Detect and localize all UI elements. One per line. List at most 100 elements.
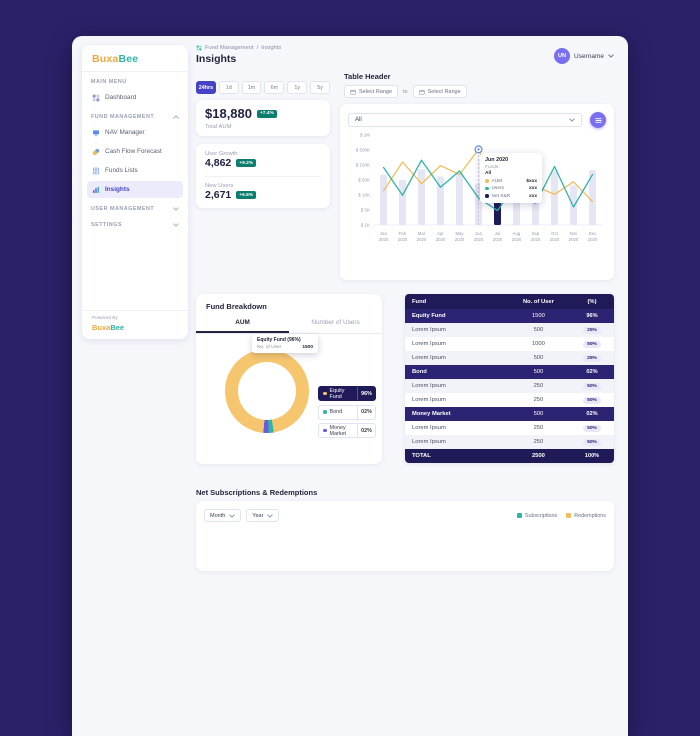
chart-options-button[interactable] <box>590 112 606 128</box>
pct-badge: 02% <box>586 411 598 417</box>
user-growth-label: User Growth <box>205 151 238 157</box>
table-row: Lorem Ipsum 500 25% <box>405 351 614 365</box>
donut-tooltip: Equity Fund (96%) No. of User 1500 <box>252 334 318 353</box>
cell-users: 1000 <box>531 341 545 347</box>
date-range-from-label: Select Range <box>359 88 393 95</box>
time-range-button[interactable]: 6m <box>264 81 285 94</box>
cell-fund: Lorem Ipsum <box>412 355 446 361</box>
pct-badge: 02% <box>586 369 598 375</box>
sidebar-item-insights[interactable]: Insights <box>87 181 183 198</box>
net-subs-title: Net Subscriptions & Redemptions <box>196 488 318 497</box>
combo-chart-canvas[interactable]: $ 1M$ 500K$ 100K$ 50K$ 10K$ 5K$ 1KJan202… <box>348 131 606 265</box>
svg-text:$ 10K: $ 10K <box>358 193 370 198</box>
table-row: Lorem Ipsum 250 50% <box>405 421 614 435</box>
series-value: xxx <box>528 186 537 191</box>
time-range-button[interactable]: 24hrs <box>196 81 216 94</box>
column-pct: (%) <box>587 298 597 305</box>
svg-text:2020: 2020 <box>455 237 465 242</box>
combo-chart[interactable]: $ 1M $ 500K $ 100K $ 50K $ 10K $ 5K $ 1K Jan 202… <box>348 131 606 270</box>
table-row: Equity Fund 1500 96% <box>405 309 614 323</box>
svg-text:2020: 2020 <box>569 237 579 242</box>
table-row: Lorem Ipsum 1000 50% <box>405 337 614 351</box>
total-aum-value: $18,880 <box>205 106 252 121</box>
legend-row[interactable]: Money Market 02% <box>318 423 376 438</box>
cell-pct: 96% <box>570 313 614 319</box>
sidebar-item-cash-flow-forecast[interactable]: Cash Flow Forecast <box>87 143 183 160</box>
date-range-from-picker[interactable]: Select Range <box>344 85 399 98</box>
svg-text:May: May <box>455 231 464 236</box>
cell-fund: Lorem Ipsum <box>412 397 446 403</box>
brand-logo-part1: Buxa <box>92 323 111 332</box>
funds-filter-select[interactable]: All <box>348 113 582 127</box>
time-range-label: 24hrs <box>198 84 214 91</box>
cell-fund: Lorem Ipsum <box>412 327 446 333</box>
funds-filter-value: All <box>355 117 362 123</box>
cell-pct: 50% <box>570 340 614 348</box>
table-row: Lorem Ipsum 500 25% <box>405 323 614 337</box>
brand-logo-part2: Bee <box>118 53 139 65</box>
legend-left: Money Market <box>319 424 358 437</box>
legend-item: Redemptions <box>566 513 606 519</box>
legend-left: Equity Fund <box>319 387 358 400</box>
sidebar-section-fund-management[interactable]: FUND MANAGEMENT <box>82 107 188 123</box>
cell-users: 250 <box>533 439 544 445</box>
month-select[interactable]: Month <box>204 509 242 522</box>
series-label: Users <box>491 186 505 191</box>
date-range-to-label: Select Range <box>427 88 461 95</box>
sidebar-item-nav-manager[interactable]: NAV Manager <box>87 124 183 141</box>
new-users-group: New Users 2,671 +6.6% <box>205 176 321 201</box>
fund-breakdown-donut[interactable] <box>225 349 309 433</box>
svg-text:Sep: Sep <box>532 231 540 236</box>
year-select[interactable]: Year <box>246 509 280 522</box>
new-users-label: New Users <box>205 183 234 189</box>
legend-label: Equity Fund <box>329 387 345 400</box>
legend-row[interactable]: Bond 02% <box>318 404 376 420</box>
cell-fund: Money Market <box>412 411 451 417</box>
fund-breakdown-tab[interactable]: AUM <box>196 315 289 333</box>
sidebar-section-settings[interactable]: SETTINGS <box>82 215 188 231</box>
breadcrumb-separator: / <box>256 45 259 51</box>
sidebar-item-dashboard[interactable]: Dashboard <box>87 89 183 106</box>
cell-fund: Bond <box>412 369 427 375</box>
brand-logo-part2: Bee <box>110 323 125 332</box>
date-range-to-picker[interactable]: Select Range <box>412 85 467 98</box>
sidebar: BuxaBee MAIN MENU Dashboard FUND MANAGEM… <box>82 45 188 339</box>
series-dot <box>485 186 489 191</box>
fund-breakdown-tab[interactable]: Number of Users <box>289 315 382 333</box>
chart-tooltip-funds-label: Funds: <box>485 165 500 170</box>
monitor-icon <box>92 129 100 137</box>
sidebar-section-user-management[interactable]: USER MANAGEMENT <box>82 199 188 215</box>
pct-badge: 25% <box>583 354 601 362</box>
dashboard-grid-icon <box>92 94 100 102</box>
cell-pct: 25% <box>570 326 614 334</box>
cell-users: 2500 <box>531 453 545 459</box>
legend-value: 02% <box>361 409 372 415</box>
svg-text:Jul: Jul <box>495 231 501 236</box>
pct-badge: 25% <box>583 326 601 334</box>
breadcrumb-section[interactable]: Fund Management <box>205 45 254 51</box>
chevron-down-icon <box>173 223 179 227</box>
user-menu[interactable]: UN Username <box>554 48 614 64</box>
net-subs-filters: Month Year <box>204 509 280 522</box>
sidebar-item-funds-lists[interactable]: Funds Lists <box>87 162 183 179</box>
chart-tooltip-funds-value: All <box>485 171 492 176</box>
legend-row[interactable]: Equity Fund 96% <box>318 386 376 401</box>
sidebar-item-label: Funds Lists <box>105 167 138 174</box>
time-range-button[interactable]: 1d <box>218 81 239 94</box>
time-range-button[interactable]: 1y <box>287 81 308 94</box>
table-row: TOTAL 2500 100% <box>405 449 614 463</box>
cell-users: 500 <box>533 355 544 361</box>
chart-tooltip-row: AUM $xxx <box>485 179 537 184</box>
breadcrumb[interactable]: Fund Management / Insights <box>196 45 281 51</box>
time-range-label: 6m <box>270 84 279 91</box>
time-range-label: 1m <box>247 84 256 91</box>
time-range-button[interactable]: 1m <box>241 81 262 94</box>
fund-breakdown-legend: Equity Fund 96% Bond 02% <box>318 386 376 438</box>
time-range-label: 1d <box>225 84 232 91</box>
svg-text:$ 1K: $ 1K <box>361 223 370 228</box>
svg-text:Nov: Nov <box>570 231 578 236</box>
table-row: Lorem Ipsum 250 50% <box>405 379 614 393</box>
brand-logo-part1: Buxa <box>92 53 119 65</box>
time-range-button[interactable]: 5y <box>310 81 330 94</box>
avatar: UN <box>554 48 570 64</box>
